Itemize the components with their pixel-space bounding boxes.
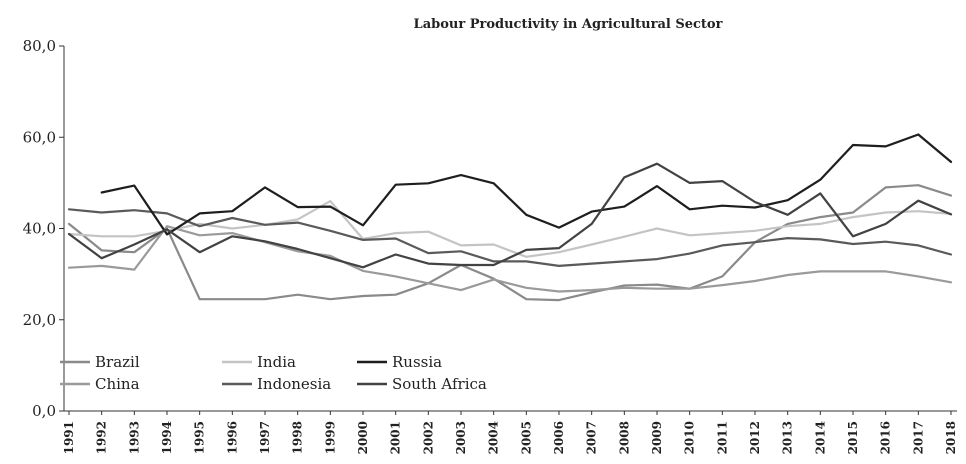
x-tick-label: 2008 — [617, 421, 631, 454]
x-tick-label: 2016 — [879, 421, 893, 454]
x-tick-label: 2017 — [911, 421, 925, 454]
series-line-india — [67, 200, 953, 258]
legend-item-china: China — [60, 375, 140, 393]
series-line-south-africa — [67, 162, 953, 269]
x-tick-label: 2004 — [487, 421, 501, 454]
x-tick-label: 2000 — [356, 421, 370, 454]
x-tick-label: 2013 — [781, 421, 795, 454]
x-tick-label: 1994 — [160, 421, 174, 454]
chart-title: Labour Productivity in Agricultural Sect… — [414, 17, 723, 32]
x-tick-label: 2018 — [944, 421, 958, 454]
legend-label: Brazil — [95, 353, 140, 371]
y-tick-label: 0,0 — [32, 402, 56, 420]
legend-item-indonesia: Indonesia — [222, 375, 331, 393]
x-tick-label: 2006 — [552, 421, 566, 454]
legend-label: Indonesia — [257, 375, 331, 393]
x-tick-label: 1992 — [95, 421, 109, 454]
x-tick-label: 2007 — [585, 421, 599, 454]
axes: 0,0 20,0 40,0 60,0 80,0 1991 1992 1993 1994 1995 1… — [23, 37, 958, 454]
series-line-china — [67, 225, 953, 293]
series-layer — [67, 133, 953, 302]
y-tick-label: 60,0 — [23, 128, 56, 146]
x-tick-label: 1998 — [291, 421, 305, 454]
y-tick-label: 20,0 — [23, 311, 56, 329]
legend-label: India — [257, 353, 296, 371]
x-tick-label: 2001 — [389, 421, 403, 454]
x-tick-label: 2012 — [748, 421, 762, 454]
x-tick-label: 1991 — [62, 421, 76, 454]
x-tick-label: 2014 — [813, 421, 827, 454]
y-tick-label: 40,0 — [23, 220, 56, 238]
x-tick-label: 2002 — [421, 421, 435, 454]
legend-item-russia: Russia — [357, 353, 442, 371]
x-tick-label: 2011 — [715, 421, 729, 454]
x-tick-label: 2010 — [683, 421, 697, 454]
x-tick-label: 1996 — [225, 421, 239, 454]
legend-item-india: India — [222, 353, 296, 371]
x-tick-label: 1995 — [193, 421, 207, 454]
x-tick-label: 1999 — [323, 421, 337, 454]
legend-item-south-africa: South Africa — [357, 375, 487, 393]
legend-label: Russia — [392, 353, 442, 371]
x-tick-label: 2015 — [846, 421, 860, 454]
series-line-indonesia — [67, 208, 953, 267]
legend-item-brazil: Brazil — [60, 353, 140, 371]
legend-label: China — [95, 375, 140, 393]
x-tick-label: 2009 — [650, 421, 664, 454]
x-tick-label: 1997 — [258, 421, 272, 454]
legend: Brazil China India Indonesia Russia South Afr… — [60, 353, 487, 393]
legend-label: South Africa — [392, 375, 487, 393]
x-tick-label: 2003 — [454, 421, 468, 454]
series-line-brazil — [67, 184, 953, 302]
series-line-russia — [100, 133, 953, 236]
x-tick-label: 1993 — [127, 421, 141, 454]
y-tick-label: 80,0 — [23, 37, 56, 55]
x-tick-label: 2005 — [519, 421, 533, 454]
